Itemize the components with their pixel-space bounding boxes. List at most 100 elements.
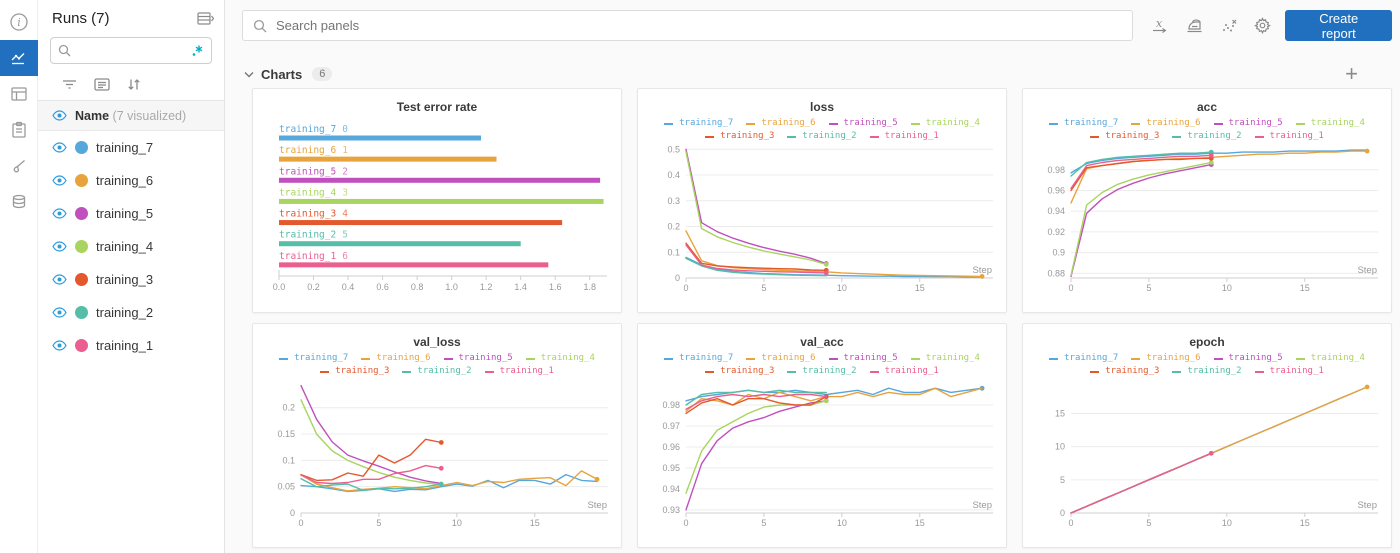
- legend-item-training_3[interactable]: training_3: [320, 365, 389, 378]
- create-report-button[interactable]: Create report: [1285, 10, 1392, 41]
- run-color-dot[interactable]: [75, 240, 88, 253]
- legend-item-training_2[interactable]: training_2: [402, 365, 472, 378]
- legend-item-training_6[interactable]: training_6: [1131, 117, 1201, 130]
- legend-item-training_3[interactable]: training_3: [1090, 365, 1159, 378]
- expand-runs-table-button[interactable]: [197, 11, 214, 26]
- chart-panel-epoch[interactable]: epoch training_7 training_6 training_5 train…: [1022, 323, 1392, 548]
- bar-training_7[interactable]: [279, 135, 481, 141]
- artifacts-database-icon[interactable]: [0, 184, 38, 220]
- legend-item-training_5[interactable]: training_5: [443, 352, 513, 365]
- legend-item-training_3[interactable]: training_3: [705, 130, 774, 143]
- logs-clipboard-icon[interactable]: [0, 112, 38, 148]
- legend-item-training_4[interactable]: training_4: [525, 352, 595, 365]
- bar-training_5[interactable]: [279, 177, 601, 183]
- eye-visibility-icon[interactable]: [52, 110, 67, 121]
- regex-search-icon[interactable]: [191, 44, 204, 57]
- add-panel-icon[interactable]: +: [1345, 61, 1358, 86]
- bar-training_4[interactable]: [279, 198, 604, 204]
- eye-visibility-icon[interactable]: [52, 142, 67, 153]
- legend-item-training_1[interactable]: training_1: [1254, 365, 1324, 378]
- bar-training_1[interactable]: [279, 262, 549, 268]
- legend-item-training_6[interactable]: training_6: [746, 352, 816, 365]
- line-chart-plot: 0 0.1 0.2 0.3 0.4 0.5 0 5 10 15 Step: [667, 144, 993, 293]
- legend-item-training_1[interactable]: training_1: [484, 365, 554, 378]
- eye-visibility-icon[interactable]: [52, 241, 67, 252]
- filter-icon[interactable]: [62, 78, 77, 91]
- series-end-dot-training_4: [823, 261, 829, 267]
- run-row-training_4[interactable]: training_4: [38, 230, 224, 263]
- sort-icon[interactable]: [127, 78, 141, 91]
- chart-panel-test-error-rate[interactable]: Test error rate training_7 0 training_6 1 tra…: [252, 88, 622, 313]
- charts-workspace-icon[interactable]: [0, 40, 38, 76]
- bar-training_2[interactable]: [279, 241, 521, 247]
- legend-item-training_1[interactable]: training_1: [869, 365, 939, 378]
- series-end-dot-training_6: [1364, 384, 1370, 390]
- series-line-training_2: [1070, 151, 1213, 177]
- legend-label: training_7: [1064, 118, 1119, 128]
- legend-item-training_2[interactable]: training_2: [787, 130, 857, 143]
- run-row-training_3[interactable]: training_3: [38, 263, 224, 296]
- run-color-dot[interactable]: [75, 174, 88, 187]
- run-color-dot[interactable]: [75, 339, 88, 352]
- runs-search-input[interactable]: [76, 42, 186, 59]
- charts-section-title[interactable]: Charts: [261, 66, 303, 82]
- legend-item-training_6[interactable]: training_6: [361, 352, 431, 365]
- chart-panel-acc[interactable]: acc training_7 training_6 training_5 trainin…: [1022, 88, 1392, 313]
- runs-name-header[interactable]: Name (7 visualized): [38, 100, 224, 131]
- eye-visibility-icon[interactable]: [52, 307, 67, 318]
- chart-panel-val_acc[interactable]: val_acc training_7 training_6 training_5 tra…: [637, 323, 1007, 548]
- run-row-training_5[interactable]: training_5: [38, 197, 224, 230]
- panel-search-input[interactable]: [274, 17, 1123, 34]
- legend-item-training_5[interactable]: training_5: [828, 117, 898, 130]
- eye-visibility-icon[interactable]: [52, 175, 67, 186]
- eye-visibility-icon[interactable]: [52, 340, 67, 351]
- legend-item-training_7[interactable]: training_7: [1049, 117, 1118, 130]
- eye-visibility-icon[interactable]: [52, 208, 67, 219]
- info-icon[interactable]: i: [0, 4, 38, 40]
- legend-item-training_4[interactable]: training_4: [1295, 352, 1365, 365]
- legend-item-training_1[interactable]: training_1: [869, 130, 939, 143]
- legend-item-training_7[interactable]: training_7: [279, 352, 348, 365]
- settings-gear-icon[interactable]: [1254, 17, 1272, 34]
- legend-item-training_2[interactable]: training_2: [787, 365, 857, 378]
- legend-item-training_5[interactable]: training_5: [1213, 117, 1283, 130]
- outliers-scatter-icon[interactable]: [1220, 18, 1238, 34]
- bar-training_6[interactable]: [279, 156, 497, 162]
- bar-training_3[interactable]: [279, 220, 563, 226]
- legend-item-training_3[interactable]: training_3: [705, 365, 774, 378]
- legend-item-training_7[interactable]: training_7: [664, 117, 733, 130]
- legend-item-training_6[interactable]: training_6: [1131, 352, 1201, 365]
- legend-item-training_5[interactable]: training_5: [828, 352, 898, 365]
- series-line-training_4: [685, 151, 828, 266]
- legend-item-training_3[interactable]: training_3: [1090, 130, 1159, 143]
- chart-panel-val_loss[interactable]: val_loss training_7 training_6 training_5 tr…: [252, 323, 622, 548]
- svg-text:0.2: 0.2: [282, 403, 295, 413]
- run-color-dot[interactable]: [75, 207, 88, 220]
- legend-item-training_7[interactable]: training_7: [1049, 352, 1118, 365]
- sweeps-brush-icon[interactable]: [0, 148, 38, 184]
- eye-visibility-icon[interactable]: [52, 274, 67, 285]
- run-row-training_1[interactable]: training_1: [38, 329, 224, 362]
- legend-item-training_4[interactable]: training_4: [910, 352, 980, 365]
- x-axis-settings-icon[interactable]: x: [1151, 18, 1169, 34]
- table-view-icon[interactable]: [0, 76, 38, 112]
- legend-item-training_2[interactable]: training_2: [1172, 130, 1242, 143]
- chart-panel-loss[interactable]: loss training_7 training_6 training_5 traini…: [637, 88, 1007, 313]
- legend-item-training_7[interactable]: training_7: [664, 352, 733, 365]
- run-row-training_6[interactable]: training_6: [38, 164, 224, 197]
- legend-item-training_6[interactable]: training_6: [746, 117, 816, 130]
- group-list-icon[interactable]: [94, 78, 110, 91]
- legend-item-training_1[interactable]: training_1: [1254, 130, 1324, 143]
- legend-item-training_2[interactable]: training_2: [1172, 365, 1242, 378]
- run-row-training_7[interactable]: training_7: [38, 131, 224, 164]
- chevron-down-icon[interactable]: [244, 71, 254, 78]
- run-color-dot[interactable]: [75, 141, 88, 154]
- run-color-dot[interactable]: [75, 306, 88, 319]
- legend-dash: [320, 370, 330, 373]
- legend-item-training_4[interactable]: training_4: [910, 117, 980, 130]
- legend-item-training_5[interactable]: training_5: [1213, 352, 1283, 365]
- run-row-training_2[interactable]: training_2: [38, 296, 224, 329]
- legend-item-training_4[interactable]: training_4: [1295, 117, 1365, 130]
- smoothing-iron-icon[interactable]: [1185, 18, 1204, 33]
- run-color-dot[interactable]: [75, 273, 88, 286]
